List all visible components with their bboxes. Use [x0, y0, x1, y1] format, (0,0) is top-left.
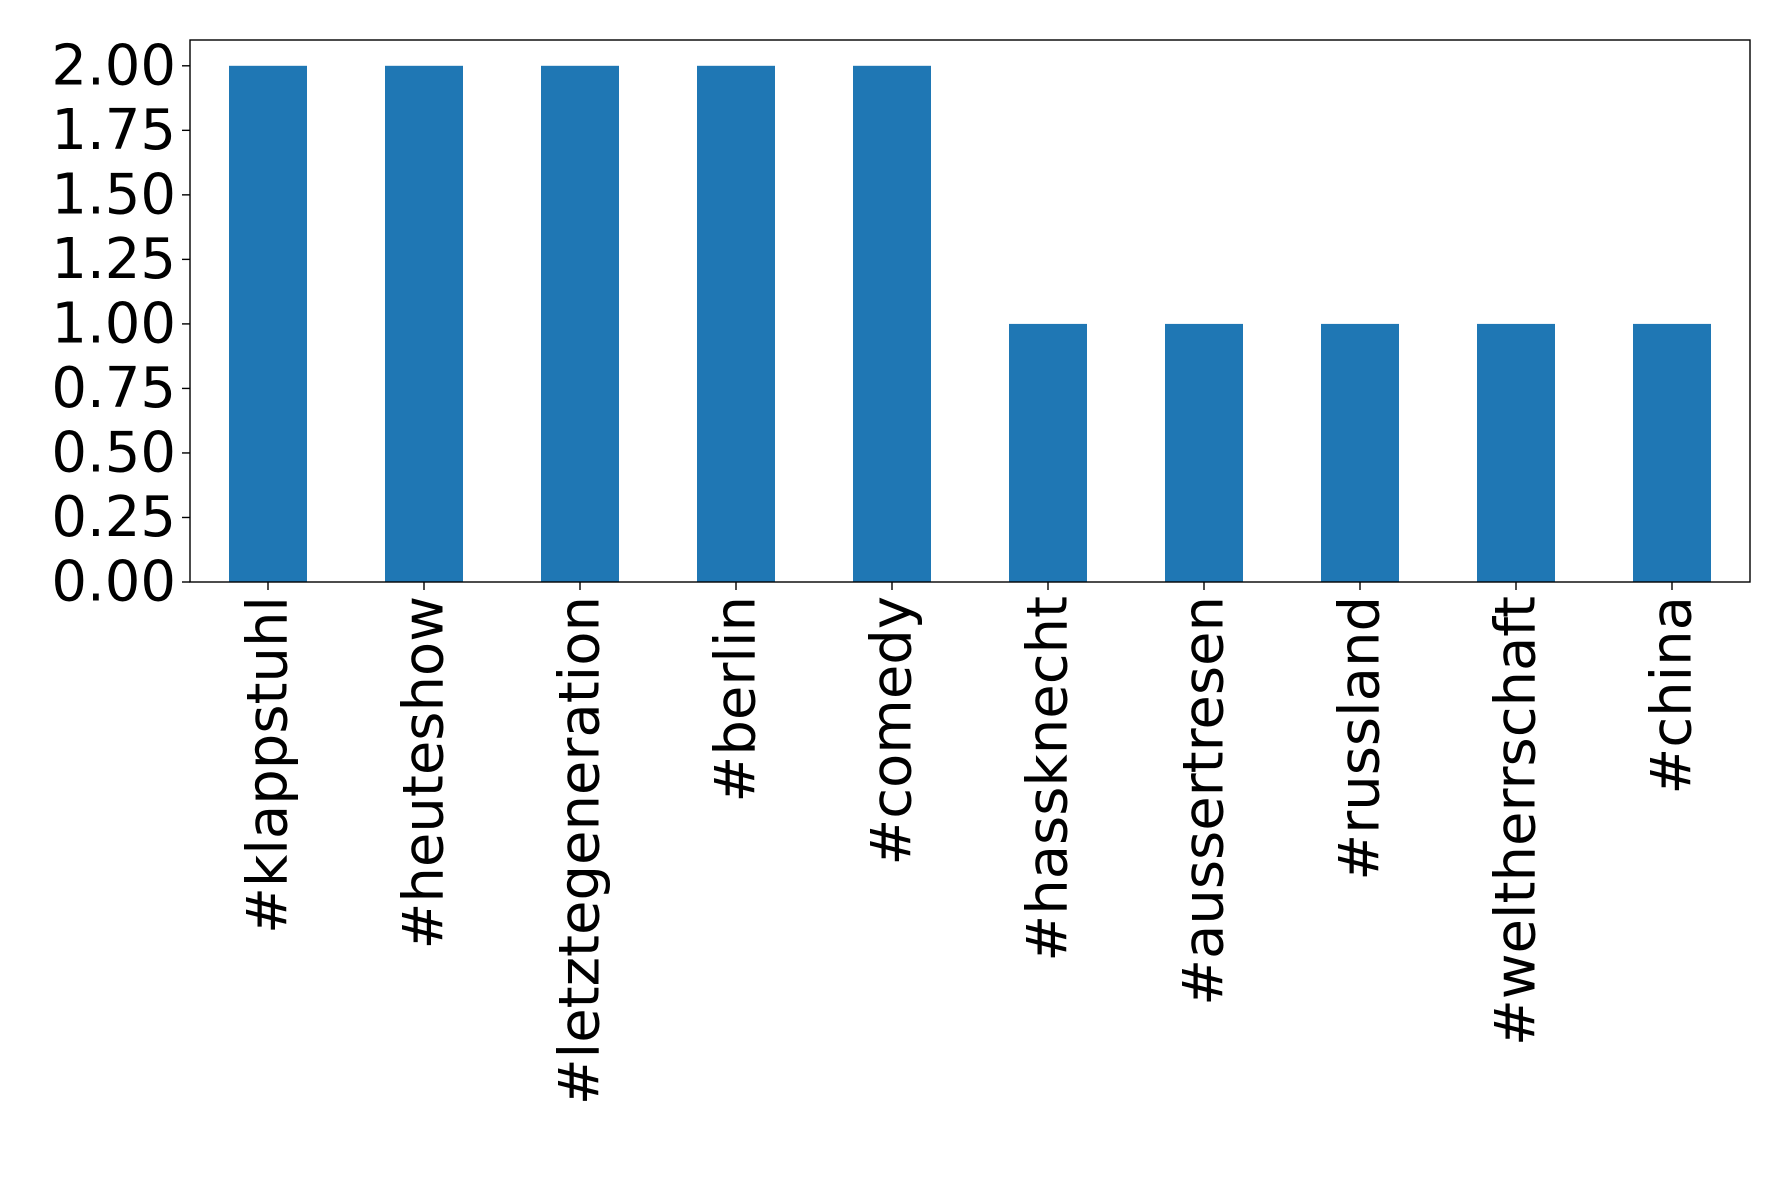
y-tick-label: 1.75: [51, 98, 176, 163]
x-tick-label: #berlin: [704, 596, 769, 803]
y-tick-label: 0.00: [51, 550, 176, 615]
y-tick-label: 0.75: [51, 356, 176, 421]
x-tick-label: #china: [1640, 596, 1705, 795]
x-tick-label: #comedy: [860, 596, 925, 866]
y-tick-label: 2.00: [51, 33, 176, 98]
bar-china: [1633, 323, 1711, 582]
bar-weltherrschaft: [1477, 323, 1555, 582]
x-tick-label: #aussertresen: [1172, 596, 1237, 1006]
bar-letztegeneration: [541, 65, 619, 583]
x-tick-label: #hassknecht: [1016, 596, 1081, 962]
x-tick-label: #heuteshow: [392, 596, 457, 950]
bar-klappstuhl: [229, 65, 307, 583]
y-tick-label: 0.50: [51, 420, 176, 485]
bar-aussertresen: [1165, 323, 1243, 582]
y-tick-label: 1.50: [51, 162, 176, 227]
bar-berlin: [697, 65, 775, 583]
bar-russland: [1321, 323, 1399, 582]
bar-heuteshow: [385, 65, 463, 583]
y-tick-label: 1.25: [51, 227, 176, 292]
x-axis: #klappstuhl #heuteshow #letztegeneration #b…: [236, 582, 1705, 1105]
y-tick-label: 0.25: [51, 485, 176, 550]
y-axis: 0.000.250.500.751.001.251.501.752.00: [51, 33, 190, 615]
x-tick-label: #letztegeneration: [548, 596, 613, 1105]
x-tick-label: #klappstuhl: [236, 596, 301, 934]
plot-frame: [189, 39, 1751, 583]
bar-hassknecht: [1009, 323, 1087, 582]
y-tick-label: 1.00: [51, 291, 176, 356]
x-tick-label: #weltherrschaft: [1484, 596, 1549, 1046]
x-tick-label: #russland: [1328, 596, 1393, 881]
bars-group: [229, 65, 1711, 583]
bar-comedy: [853, 65, 931, 583]
